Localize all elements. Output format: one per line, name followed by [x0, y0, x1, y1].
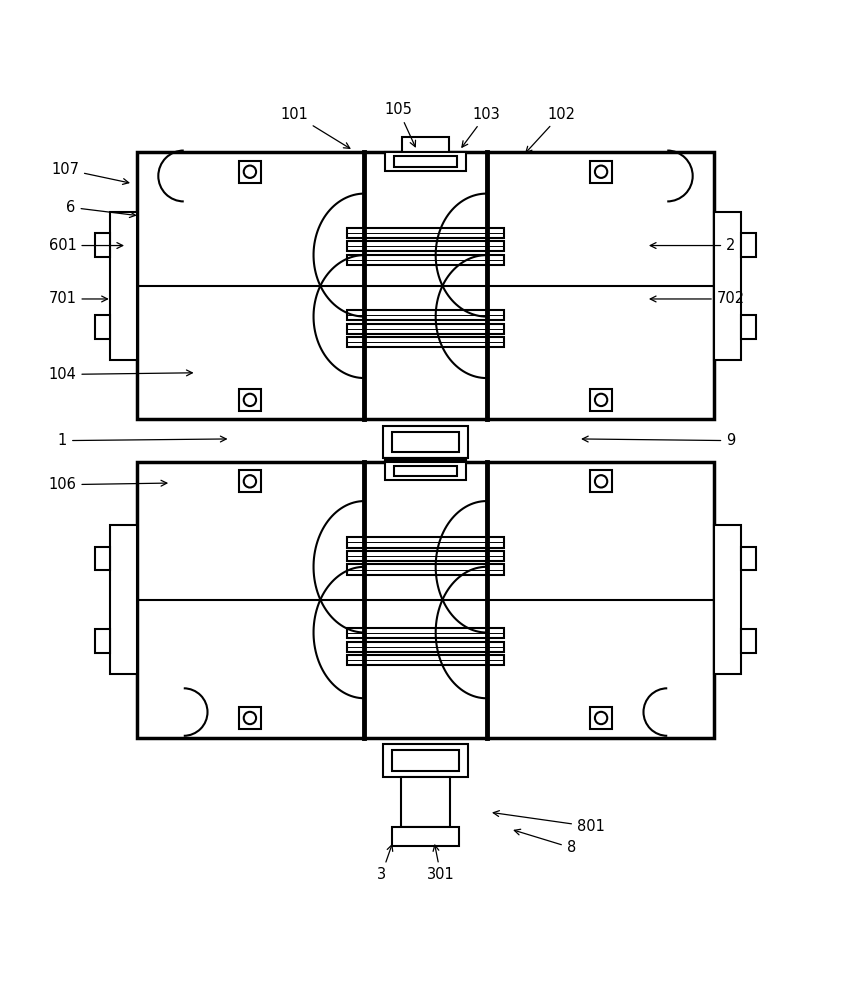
Bar — [394, 466, 457, 476]
Bar — [741, 233, 757, 257]
Text: 702: 702 — [650, 291, 745, 306]
Bar — [741, 629, 757, 653]
Bar — [590, 161, 612, 183]
Bar — [391, 750, 460, 771]
Bar — [403, 137, 448, 152]
Bar — [347, 564, 504, 575]
Bar — [137, 152, 714, 419]
Text: 8: 8 — [514, 829, 576, 855]
Bar — [347, 642, 504, 652]
Bar — [347, 655, 504, 665]
Text: 301: 301 — [427, 845, 454, 882]
Text: 101: 101 — [280, 107, 350, 148]
Bar — [401, 777, 450, 827]
Text: 701: 701 — [49, 291, 107, 306]
Bar — [386, 462, 465, 480]
Bar — [347, 241, 504, 251]
Bar — [590, 707, 612, 729]
Bar — [347, 537, 504, 548]
Bar — [110, 525, 137, 674]
Bar — [590, 389, 612, 411]
Bar — [347, 337, 504, 347]
Text: 102: 102 — [526, 107, 575, 153]
Bar — [94, 315, 110, 339]
Bar — [239, 470, 261, 492]
Bar — [741, 315, 757, 339]
Bar — [386, 152, 465, 171]
Text: 107: 107 — [51, 162, 129, 184]
Bar — [347, 324, 504, 334]
Bar — [347, 228, 504, 238]
Bar — [383, 744, 468, 777]
Bar — [714, 525, 741, 674]
Bar — [239, 707, 261, 729]
Bar — [137, 462, 714, 738]
Bar — [94, 233, 110, 257]
Text: 601: 601 — [49, 238, 123, 253]
Bar — [347, 255, 504, 265]
Bar — [239, 389, 261, 411]
Bar — [239, 161, 261, 183]
Bar — [347, 628, 504, 638]
Bar — [94, 629, 110, 653]
Bar — [347, 310, 504, 320]
Text: 106: 106 — [49, 477, 167, 492]
Bar — [383, 426, 468, 458]
Bar — [741, 547, 757, 570]
Bar — [386, 458, 465, 462]
Bar — [590, 470, 612, 492]
Text: 103: 103 — [462, 107, 500, 147]
Text: 104: 104 — [49, 367, 192, 382]
Text: 6: 6 — [66, 200, 135, 218]
Text: 1: 1 — [58, 433, 226, 448]
Bar — [347, 551, 504, 561]
Text: 3: 3 — [377, 845, 392, 882]
Bar — [392, 827, 459, 846]
Bar — [391, 432, 460, 452]
Bar — [110, 212, 137, 360]
Bar — [394, 156, 457, 167]
Text: 2: 2 — [650, 238, 735, 253]
Bar — [714, 212, 741, 360]
Bar — [94, 547, 110, 570]
Text: 9: 9 — [582, 433, 735, 448]
Text: 105: 105 — [385, 102, 415, 147]
Text: 801: 801 — [494, 811, 605, 834]
